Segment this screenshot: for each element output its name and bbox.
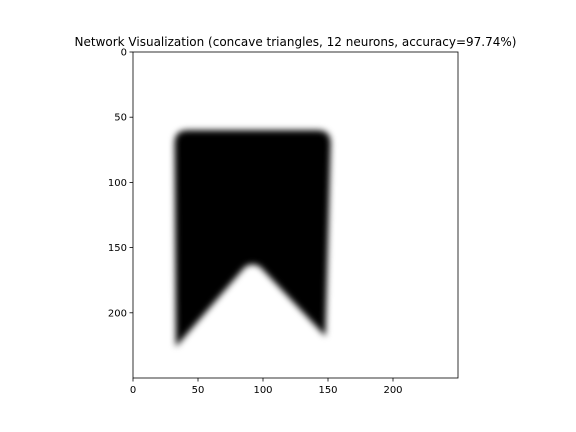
y-axis: 0 50 100 150 200: [108, 48, 133, 319]
x-tick-label: 50: [192, 385, 205, 396]
x-tick-label: 200: [383, 385, 402, 396]
x-axis: 0 50 100 150 200: [130, 378, 403, 396]
plot-frame: [132, 51, 459, 379]
x-tick-label: 0: [130, 385, 136, 396]
y-tick-label: 50: [114, 113, 127, 124]
y-tick-label: 150: [108, 243, 127, 254]
y-tick-label: 100: [108, 178, 127, 189]
heatmap-shape: [174, 130, 331, 347]
y-tick-label: 200: [108, 308, 127, 319]
x-tick-label: 150: [318, 385, 337, 396]
y-tick-label: 0: [121, 48, 127, 59]
chart-title: Network Visualization (concave triangles…: [75, 35, 517, 49]
x-tick-label: 100: [253, 385, 272, 396]
